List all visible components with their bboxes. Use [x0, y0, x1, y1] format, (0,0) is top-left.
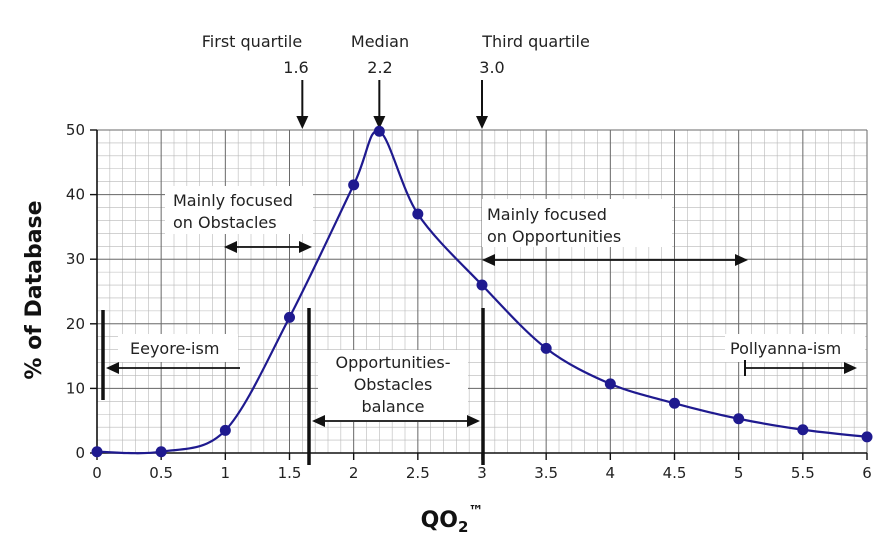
- x-tick-label: 4.5: [663, 464, 687, 482]
- y-axis-title: % of Database: [22, 200, 47, 379]
- data-point: [797, 424, 809, 436]
- y-tick-label: 40: [66, 186, 85, 204]
- third-quartile-label: Third quartile: [481, 32, 590, 51]
- x-tick-labels: 0 0.5 1 1.5 2 2.5 3 3.5 4 4.5 5 5.5 6: [92, 464, 872, 482]
- x-axis-title: QO2™: [421, 502, 484, 536]
- x-tick-label: 1.5: [278, 464, 302, 482]
- obstacles-arrow-right-head: [299, 241, 312, 253]
- data-point: [861, 431, 873, 443]
- opportunities-label-line2: on Opportunities: [487, 227, 621, 246]
- pollyanna-label-bg: [725, 334, 865, 362]
- quartile-arrow-head: [476, 116, 488, 129]
- y-tick-label: 20: [66, 315, 85, 333]
- x-tick-label: 3: [477, 464, 487, 482]
- obstacles-label-line2: on Obstacles: [173, 213, 277, 232]
- balance-arrow-left-head: [312, 415, 325, 427]
- eeyore-arrow-head: [106, 362, 119, 374]
- data-point: [669, 397, 680, 409]
- x-tick-label: 0.5: [149, 464, 173, 482]
- obstacles-arrow-left-head: [224, 241, 237, 253]
- data-point: [540, 342, 552, 354]
- obstacles-label-line1: Mainly focused: [173, 191, 293, 210]
- x-axis-title-subscript: 2: [458, 518, 468, 536]
- obstacles-label-bg: [165, 186, 313, 234]
- x-tick-label: 0: [92, 464, 102, 482]
- data-point: [155, 446, 167, 458]
- data-point: [219, 424, 231, 436]
- eeyore-label: Eeyore-ism: [130, 339, 219, 358]
- x-tick-label: 1: [221, 464, 231, 482]
- median-value: 2.2: [367, 58, 392, 77]
- x-tick-label: 5: [734, 464, 744, 482]
- pollyanna-label: Pollyanna-ism: [730, 339, 841, 358]
- data-point: [348, 179, 360, 191]
- x-axis-title-superscript: ™: [468, 502, 483, 520]
- opportunities-arrow-right-head: [735, 254, 748, 266]
- opportunities-label-bg: [482, 199, 672, 247]
- quartile-arrow-head: [296, 116, 309, 129]
- data-point: [604, 378, 616, 390]
- balance-label-line1: Opportunities-: [336, 353, 451, 372]
- y-tick-label: 0: [75, 444, 85, 462]
- y-tick-labels: 0 10 20 30 40 50: [66, 121, 85, 462]
- balance-label-line2: Obstacles: [354, 375, 433, 394]
- opportunities-label-line1: Mainly focused: [487, 205, 607, 224]
- median-label: Median: [351, 32, 409, 51]
- data-point: [373, 125, 385, 137]
- data-point: [476, 279, 488, 291]
- x-tick-label: 2: [349, 464, 359, 482]
- data-point: [733, 413, 745, 425]
- y-tick-label: 50: [66, 121, 85, 139]
- data-point: [284, 311, 295, 323]
- data-point: [91, 446, 103, 458]
- x-tick-label: 2.5: [406, 464, 430, 482]
- quartile-arrow-head: [373, 116, 386, 129]
- x-tick-label: 4: [606, 464, 616, 482]
- x-tick-label: 6: [862, 464, 872, 482]
- y-tick-label: 30: [66, 250, 85, 268]
- pollyanna-arrow-head: [844, 362, 857, 374]
- third-quartile-value: 3.0: [479, 58, 504, 77]
- balance-label-bg: [318, 350, 468, 422]
- series-line: [96, 129, 868, 455]
- x-axis-title-main: QO: [421, 508, 458, 533]
- balance-arrow-right-head: [467, 415, 480, 427]
- x-tick-label: 3.5: [534, 464, 558, 482]
- x-tick-label: 5.5: [791, 464, 815, 482]
- y-tick-label: 10: [66, 379, 85, 397]
- first-quartile-value: 1.6: [283, 58, 308, 77]
- data-point: [412, 208, 424, 220]
- axes: [90, 129, 868, 460]
- opportunities-arrow-left-head: [482, 254, 495, 266]
- eeyore-label-bg: [118, 334, 238, 362]
- balance-label-line3: balance: [362, 397, 425, 416]
- quartile-arrows: [296, 80, 488, 129]
- first-quartile-label: First quartile: [202, 32, 302, 51]
- region-arrows: [101, 241, 857, 465]
- data-points: [91, 125, 873, 458]
